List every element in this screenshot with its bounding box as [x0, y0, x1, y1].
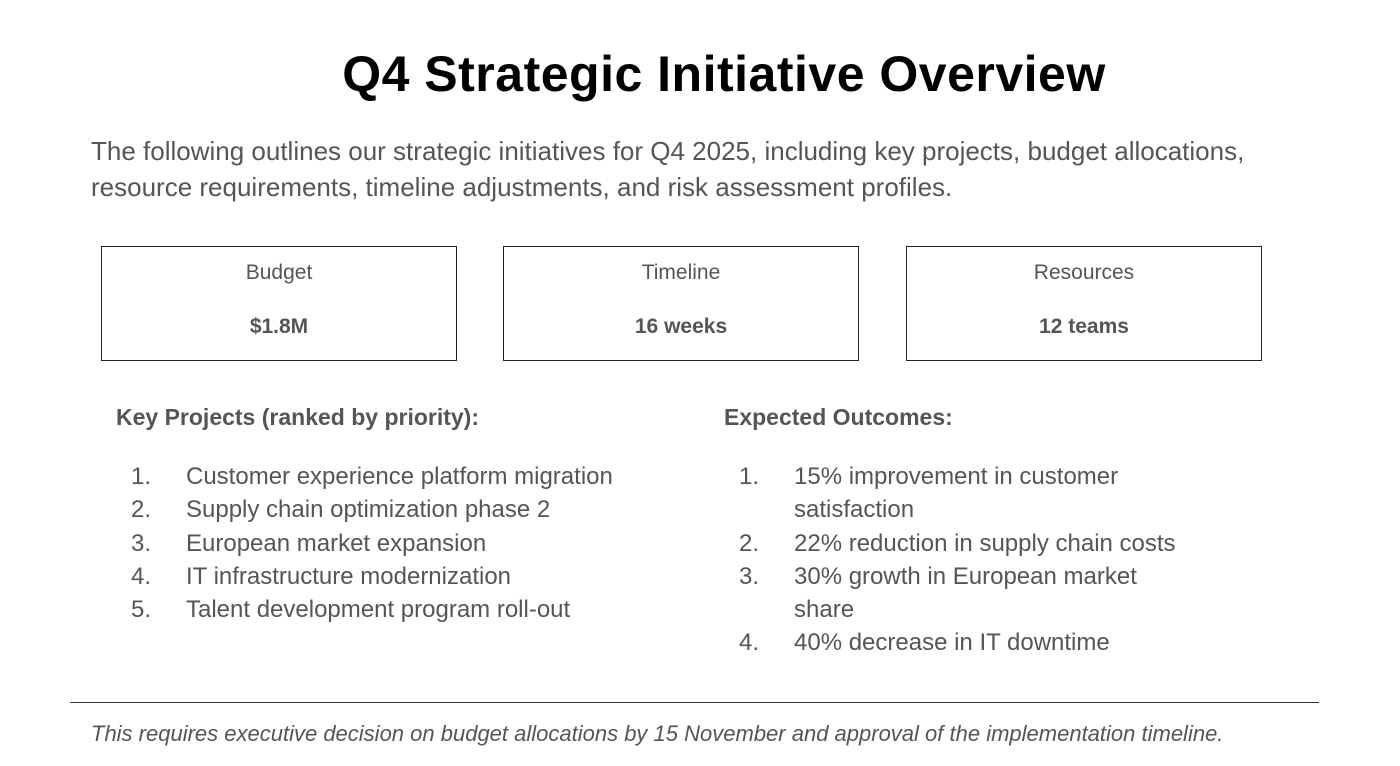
intro-paragraph: The following outlines our strategic ini… [91, 136, 1245, 202]
list-item: 1. 15% improvement in customer satisfact… [739, 460, 1199, 527]
list-item-number: 3. [739, 562, 760, 590]
list-item-text: Customer experience platform migration [186, 463, 613, 490]
metric-card-budget: Budget $1.8M [101, 246, 457, 361]
metric-value: 16 weeks [634, 315, 728, 338]
list-item-number: 2. [131, 496, 152, 524]
list-item-number: 1. [131, 463, 152, 490]
list-item-text: 40% decrease in IT downtime [794, 629, 1110, 657]
list-item: 3. 30% growth in European market share [739, 560, 1199, 627]
list-item-number: 4. [131, 562, 152, 590]
list-item: 5. Talent development program roll-out [131, 593, 671, 626]
list-item: 1. Customer experience platform migratio… [131, 460, 671, 493]
metric-label: Timeline [641, 261, 721, 284]
list-item-text: 22% reduction in supply chain costs [794, 529, 1176, 557]
list-item-number: 2. [739, 529, 760, 557]
key-projects-heading: Key Projects (ranked by priority): [116, 404, 479, 430]
list-item-text: Talent development program roll-out [186, 596, 571, 624]
list-item: 3. European market expansion [131, 527, 671, 560]
list-item-text: IT infrastructure modernization [186, 562, 512, 590]
list-item: 2. Supply chain optimization phase 2 [131, 493, 671, 526]
list-item-number: 4. [739, 629, 760, 657]
expected-outcomes-list: 1. 15% improvement in customer satisfact… [739, 460, 1199, 660]
metric-label: Budget [245, 261, 313, 284]
page-title: Q4 Strategic Initiative Overview [342, 46, 1106, 102]
list-item-text: 15% improvement in customer satisfaction [794, 463, 1119, 524]
footer-note: This requires executive decision on budg… [91, 721, 1224, 746]
list-item-number: 5. [131, 596, 152, 624]
list-item-number: 3. [131, 529, 152, 557]
metric-value: $1.8M [249, 315, 309, 338]
list-item-number: 1. [739, 463, 760, 490]
metric-label: Resources [1033, 261, 1135, 284]
metric-value: 12 teams [1039, 315, 1129, 338]
list-item: 4. 40% decrease in IT downtime [739, 626, 1199, 659]
key-projects-list: 1. Customer experience platform migratio… [131, 460, 671, 626]
list-item: 4. IT infrastructure modernization [131, 560, 671, 593]
list-item-text: European market expansion [186, 529, 487, 557]
metric-card-resources: Resources 12 teams [906, 246, 1262, 361]
list-item: 2. 22% reduction in supply chain costs [739, 527, 1199, 560]
expected-outcomes-heading: Expected Outcomes: [724, 404, 953, 430]
footer-divider [70, 702, 1319, 703]
metric-card-timeline: Timeline 16 weeks [503, 246, 859, 361]
list-item-text: 30% growth in European market share [794, 562, 1137, 624]
list-item-text: Supply chain optimization phase 2 [186, 496, 551, 524]
